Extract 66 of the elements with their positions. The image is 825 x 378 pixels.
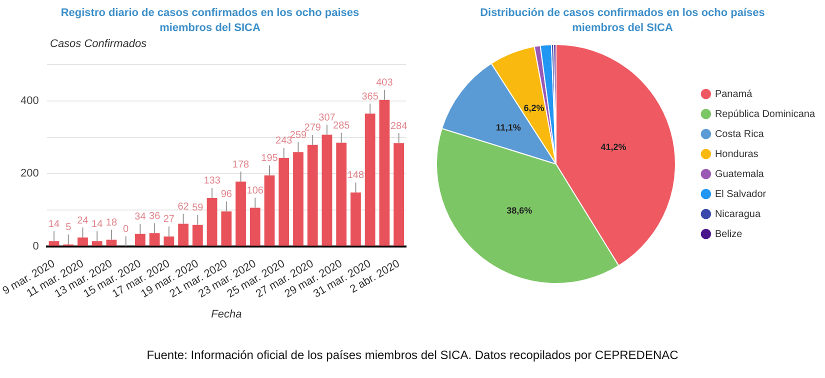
bar (394, 143, 404, 246)
data-label: 284 (390, 120, 408, 132)
data-label: 365 (362, 91, 379, 102)
bar (221, 211, 232, 246)
data-label: 36 (149, 210, 161, 222)
source-note: Fuente: Información oficial de los países miembros del SICA. Datos recopilados por CEPREDENAC (146, 348, 680, 362)
bar (106, 240, 117, 246)
data-label: 133 (204, 176, 221, 187)
data-label: 285 (333, 120, 350, 132)
bar (135, 234, 146, 246)
data-label: 178 (232, 159, 250, 170)
chart-title: Distribución de casos confirmados en los ocho países miembros del SICA (479, 6, 766, 36)
bar (192, 224, 203, 246)
bar (206, 198, 218, 246)
data-label: 6,2% (524, 102, 544, 113)
legend-label: Panamá (714, 88, 753, 100)
x-axis-title: Fecha (211, 308, 242, 320)
data-label: 0 (123, 224, 130, 236)
data-label: 27 (163, 214, 175, 226)
legend-label: Belize (714, 228, 743, 240)
bar (307, 144, 318, 246)
y-tick-label: 400 (20, 94, 39, 107)
bar (379, 100, 390, 246)
data-label: 34 (134, 212, 146, 223)
bar (250, 208, 260, 246)
bar (236, 182, 246, 246)
bar (164, 236, 174, 246)
legend-label: Costa Rica (714, 128, 764, 140)
legend-label: Honduras (714, 148, 758, 160)
data-label: 403 (376, 78, 394, 89)
y-tick-label: 200 (20, 168, 39, 180)
data-label: 62 (178, 201, 190, 212)
chart-title: Registro diario de casos confirmados en los ocho paises miembros del SICA (60, 6, 360, 36)
legend-label: República Dominicana (714, 108, 816, 120)
bar (336, 142, 347, 246)
bar (322, 134, 332, 246)
bar (78, 238, 88, 246)
data-label: 243 (276, 136, 293, 147)
legend-label: Nicaragua (714, 208, 761, 220)
bar (293, 152, 304, 246)
data-label: 14 (48, 218, 60, 230)
y-tick-label: 0 (32, 240, 39, 252)
legend-label: El Salvador (714, 188, 767, 200)
data-label: 148 (347, 170, 364, 182)
bar (178, 224, 188, 246)
data-label: 5 (66, 222, 72, 234)
data-label: 307 (318, 112, 336, 124)
bar (350, 192, 361, 246)
data-label: 18 (106, 217, 118, 228)
y-axis-title: Casos Confirmados (50, 38, 147, 50)
data-label: 38,6% (506, 206, 532, 216)
bar (149, 233, 160, 246)
data-label: 59 (192, 202, 204, 214)
data-label: 11,1% (496, 122, 521, 132)
bar (48, 241, 60, 246)
data-label: 14 (92, 218, 104, 230)
data-label: 195 (261, 153, 278, 164)
bar (278, 158, 290, 246)
data-label: 96 (220, 189, 232, 200)
data-label: 41,2% (600, 142, 626, 152)
bar (364, 114, 376, 246)
data-label: 24 (77, 215, 89, 226)
bar (264, 175, 275, 246)
data-label: 106 (246, 186, 264, 196)
legend-label: Guatemala (714, 168, 764, 180)
bar (92, 241, 102, 246)
